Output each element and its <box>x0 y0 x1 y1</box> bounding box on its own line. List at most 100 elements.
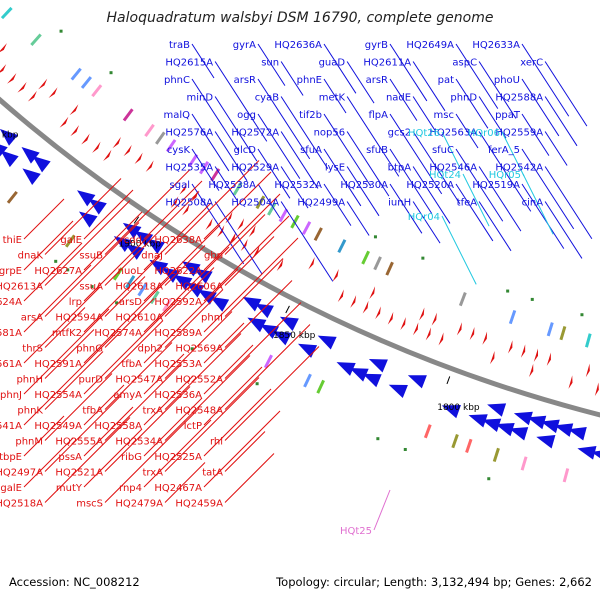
leader-line <box>164 289 224 348</box>
reverse-cds-arrow <box>337 289 344 302</box>
leader-line <box>164 333 242 410</box>
leader-line <box>412 201 441 244</box>
leader-line <box>104 320 164 379</box>
reverse-gene-label: purD <box>79 375 104 386</box>
reverse-cds-arrow <box>469 326 475 341</box>
reverse-cds-arrow <box>38 78 48 90</box>
gc-marker <box>59 29 63 33</box>
forward-gene-label: gyrB <box>365 40 388 51</box>
gc-marker <box>506 289 510 293</box>
rna-gene-label: HQr06 <box>468 128 500 139</box>
forward-gene-label: iunH <box>388 198 411 209</box>
forward-gene-label: HQ2520A <box>406 180 454 191</box>
forward-cds-arrow <box>272 330 292 346</box>
reverse-gene-label: mtfK2 <box>52 328 82 339</box>
leader-line <box>521 78 560 137</box>
reverse-cds-arrow <box>308 257 315 270</box>
reverse-gene-label: trxA <box>142 406 163 417</box>
forward-gene-label: lysE <box>325 163 345 174</box>
forward-cds-arrow <box>193 268 213 284</box>
forward-gene-label: HQ2529A <box>231 163 279 174</box>
reverse-gene-label: HQ2627A <box>34 266 82 277</box>
reverse-gene-label: HQ2518A <box>0 499 43 510</box>
forward-gene-label: xerC <box>520 58 543 69</box>
forward-gene-label: ogg <box>237 110 256 121</box>
scale-label: 1800 kbp <box>437 403 480 413</box>
reverse-gene-label: HQ2613A <box>0 282 43 293</box>
forward-cds-arrow <box>181 261 201 277</box>
leader-line <box>104 276 146 317</box>
genome-summary-text: Topology: circular; Length: 3,132,494 bp… <box>275 575 592 589</box>
forward-cds-arrow <box>509 427 529 441</box>
leader-line <box>478 96 507 139</box>
reverse-cds-arrow <box>482 331 488 345</box>
leader-line <box>280 201 334 282</box>
cog-category-bar <box>559 325 567 341</box>
cog-category-bar <box>458 292 467 307</box>
reverse-cds-arrow <box>217 225 225 238</box>
reverse-gene-label: phnI <box>201 313 223 324</box>
cog-category-bar <box>546 322 554 337</box>
gc-marker <box>580 313 584 317</box>
leader-line <box>478 61 517 119</box>
leader-line <box>44 417 131 503</box>
reverse-gene-label: tfbA <box>121 359 142 370</box>
leader-line <box>83 233 152 302</box>
forward-gene-label: guaD <box>319 58 346 69</box>
forward-cds-arrow <box>0 128 18 146</box>
leader-line <box>412 166 451 224</box>
cog-category-bar <box>64 234 76 248</box>
cog-category-bar <box>278 208 289 223</box>
forward-cds-arrow <box>247 317 267 333</box>
leader-line <box>455 78 489 129</box>
leader-line <box>203 344 254 395</box>
forward-gene-label: traB <box>169 40 190 51</box>
forward-gene-label: msc <box>434 110 454 121</box>
rna-gene-label: HQt24 <box>429 170 461 181</box>
cog-category-bar <box>125 275 136 289</box>
forward-gene-label: cysK <box>167 145 191 156</box>
leader-line <box>203 237 299 333</box>
leader-line <box>44 395 122 472</box>
cog-category-bar <box>70 67 82 81</box>
leader-line <box>544 131 568 166</box>
forward-cds-arrow <box>113 236 133 252</box>
leader-line <box>83 255 161 333</box>
reverse-cds-arrow <box>0 64 7 73</box>
reverse-gene-label: thrS <box>22 344 43 355</box>
forward-gene-label: ppaT <box>495 110 521 121</box>
forward-gene-label: malQ <box>163 110 190 121</box>
forward-gene-label: gyrA <box>233 40 256 51</box>
gc-marker <box>255 382 259 386</box>
leader-line <box>83 189 134 240</box>
reverse-cds-arrow <box>276 258 284 271</box>
forward-cds-arrow <box>22 168 41 185</box>
reverse-cds-arrow <box>240 238 248 251</box>
reverse-gene-label: HQ2525A <box>154 452 202 463</box>
reverse-cds-arrow <box>350 295 357 308</box>
reverse-cds-arrow <box>17 82 27 93</box>
leader-line <box>164 355 251 441</box>
leader-line <box>44 373 113 441</box>
forward-gene-label: HQ2559A <box>495 128 543 139</box>
leader-line <box>346 131 390 197</box>
forward-gene-label: HQ2519A <box>472 180 520 191</box>
leader-line <box>164 160 260 255</box>
reverse-cds-arrow <box>362 300 369 314</box>
forward-cds-arrow <box>146 238 165 255</box>
reverse-gene-label: galE <box>60 235 82 246</box>
gc-marker <box>90 285 94 289</box>
genome-backbone <box>0 96 600 418</box>
cog-category-bar <box>337 239 347 254</box>
leader-line <box>455 183 494 242</box>
reverse-gene-label: HQ2610A <box>115 313 163 324</box>
leader-line <box>224 236 275 286</box>
forward-cds-arrow <box>255 303 274 319</box>
cog-category-bar <box>263 354 273 369</box>
scale-tick <box>446 376 451 385</box>
leader-line <box>164 462 206 503</box>
forward-cds-arrow <box>297 343 318 358</box>
reverse-gene-label: HQ2581A <box>0 328 22 339</box>
cog-category-bar <box>451 434 459 449</box>
